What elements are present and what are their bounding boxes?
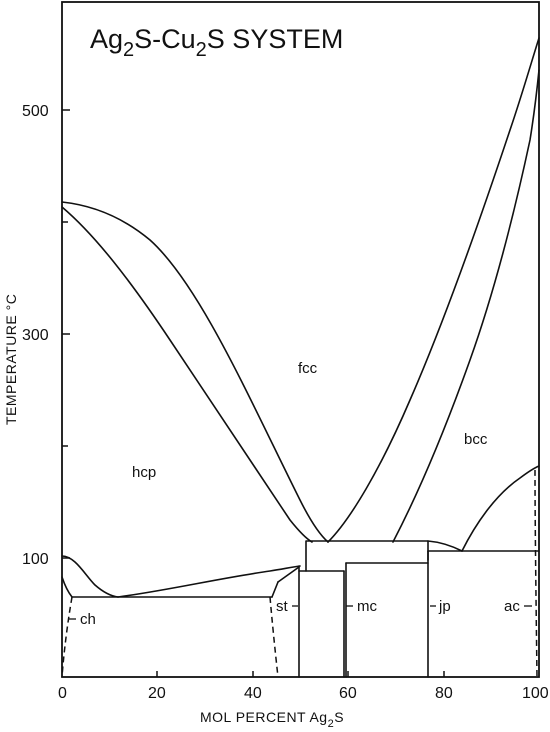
st-upper bbox=[277, 566, 300, 583]
x-tick-label-40: 40 bbox=[244, 685, 262, 702]
ac-dashed-limit bbox=[534, 469, 538, 678]
hcp-ch-boundary bbox=[61, 555, 119, 598]
x-axis-label: MOL PERCENT Ag2S bbox=[200, 709, 344, 730]
phase-label-st: st bbox=[276, 598, 289, 615]
fcc-bcc-lower-boundary bbox=[392, 69, 540, 543]
ch-dashed-limit bbox=[61, 596, 73, 678]
x-tick-label-60: 60 bbox=[339, 685, 357, 702]
y-axis: 500 300 100 TEMPERATURE °C bbox=[3, 103, 70, 568]
y-tick-label-300: 300 bbox=[22, 327, 49, 344]
x-tick-label-0: 0 bbox=[58, 685, 67, 702]
phase-labels: hcp fcc bcc ch st mc jp ac bbox=[68, 360, 532, 628]
phase-label-bcc: bcc bbox=[464, 431, 488, 448]
x-tick-label-20: 20 bbox=[148, 685, 166, 702]
x-tick-label-100: 100 bbox=[522, 685, 549, 702]
phase-label-fcc: fcc bbox=[298, 360, 318, 377]
ch-left-boundary bbox=[61, 576, 73, 598]
x-axis: 0 20 40 60 80 100 MOL PERCENT Ag2S bbox=[58, 671, 549, 730]
phase-label-ch: ch bbox=[80, 611, 96, 628]
y-axis-label: TEMPERATURE °C bbox=[3, 294, 19, 425]
bcc-ac-boundary bbox=[461, 465, 540, 552]
x-tick-label-80: 80 bbox=[435, 685, 453, 702]
fcc-bcc-upper-boundary bbox=[327, 37, 540, 543]
st-dashed-limit bbox=[269, 596, 279, 678]
plot-frame bbox=[61, 1, 540, 678]
y-tick-label-100: 100 bbox=[22, 551, 49, 568]
phase-label-hcp: hcp bbox=[132, 464, 156, 481]
phase-label-jp: jp bbox=[438, 598, 451, 615]
phase-label-ac: ac bbox=[504, 598, 520, 615]
eutectoid-plateau bbox=[305, 540, 429, 572]
y-tick-label-500: 500 bbox=[22, 103, 49, 120]
hcp-st-boundary bbox=[117, 565, 301, 598]
hcp-fcc-upper-boundary bbox=[61, 201, 329, 543]
st-right-edge bbox=[271, 581, 279, 598]
bcc-bump bbox=[427, 540, 463, 552]
phase-label-mc: mc bbox=[357, 598, 377, 615]
phase-boundaries bbox=[61, 37, 540, 678]
diagram-title: Ag2S-Cu2S SYSTEM bbox=[90, 24, 343, 61]
hcp-fcc-lower-boundary bbox=[61, 206, 313, 543]
